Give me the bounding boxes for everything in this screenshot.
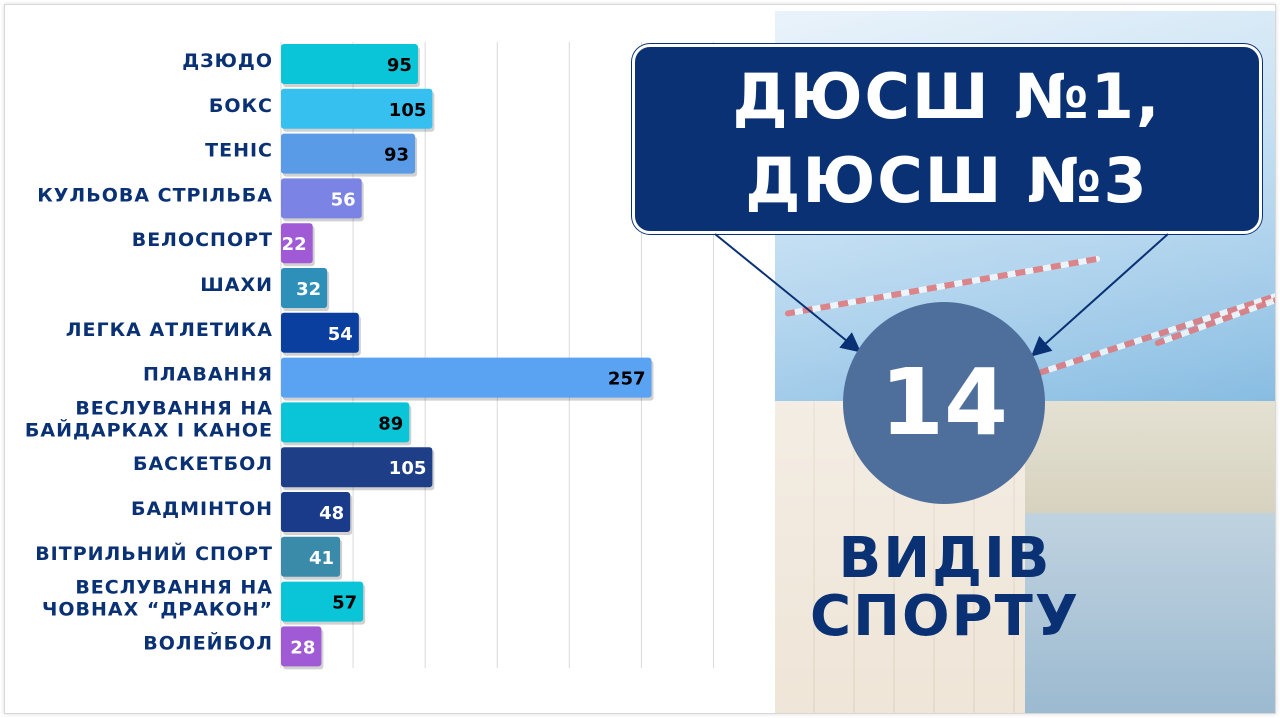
- category-label: БОКС: [209, 95, 273, 117]
- bar-value-label: 257: [608, 369, 646, 390]
- bar-value-label: 56: [331, 189, 356, 210]
- bar: [281, 581, 364, 622]
- bar-value-label: 89: [378, 413, 403, 434]
- bar: [281, 133, 416, 174]
- kayaking-photo: [1025, 401, 1275, 713]
- caption-line-2: СПОРТУ: [810, 584, 1080, 649]
- bar-value-label: 41: [309, 548, 334, 569]
- category-label: ЛЕГКА АТЛЕТИКА: [66, 319, 273, 341]
- bar-value-label: 95: [387, 55, 412, 76]
- category-label: ВІТРИЛЬНИЙ СПОРТ: [35, 542, 273, 565]
- schools-callout: ДЮСШ №1, ДЮСШ №3: [632, 44, 1262, 234]
- sports-count-value: 14: [879, 349, 1009, 456]
- bar: [281, 357, 652, 398]
- bar-value-label: 57: [332, 593, 357, 614]
- bar: [281, 88, 433, 129]
- bar: [281, 447, 433, 488]
- callout-line-2: ДЮСШ №3: [745, 144, 1149, 217]
- bar: [281, 178, 362, 219]
- category-label: ВЕЛОСПОРТ: [132, 229, 273, 251]
- bar-chart: 95 ДЗЮДО 105 БОКС 93 ТЕНІС 56 КУЛЬОВА СТРІЛЬБА 2…: [25, 42, 714, 670]
- bar: [281, 268, 328, 308]
- category-label: КУЛЬОВА СТРІЛЬБА: [37, 184, 273, 206]
- bar-value-label: 105: [389, 458, 427, 479]
- caption-line-1: ВИДІВ: [838, 526, 1052, 591]
- bar-value-label: 32: [296, 279, 321, 300]
- bar: [281, 402, 410, 443]
- category-label: ТЕНІС: [205, 140, 273, 162]
- bar-value-label: 28: [290, 637, 315, 658]
- bar-value-label: 54: [328, 324, 353, 345]
- category-label: ВОЛЕЙБОЛ: [143, 631, 273, 654]
- bar-value-label: 105: [389, 100, 427, 121]
- category-label: БАСКЕТБОЛ: [133, 453, 273, 475]
- bar-value-label: 93: [384, 145, 409, 166]
- category-label: ВЕСЛУВАННЯ НА ЧОВНАХ “ДРАКОН”: [42, 577, 273, 621]
- bar: [281, 626, 322, 667]
- bar-value-label: 48: [319, 503, 344, 524]
- sports-caption: ВИДІВ СПОРТУ: [780, 530, 1110, 646]
- callout-line-1: ДЮСШ №1,: [732, 60, 1162, 133]
- category-label: ШАХИ: [200, 274, 273, 296]
- bar: [281, 312, 359, 353]
- bar: [281, 223, 313, 264]
- category-label: ПЛАВАННЯ: [143, 364, 273, 386]
- sports-count-circle: 14: [843, 302, 1045, 504]
- bar: [281, 536, 341, 577]
- category-label: ДЗЮДО: [182, 50, 273, 72]
- category-label: ВЕСЛУВАННЯ НА БАЙДАРКАХ І КАНОЕ: [25, 397, 273, 441]
- bar: [281, 492, 351, 532]
- bar: [281, 44, 418, 84]
- bar-value-label: 22: [282, 234, 307, 255]
- category-label: БАДМІНТОН: [131, 498, 273, 520]
